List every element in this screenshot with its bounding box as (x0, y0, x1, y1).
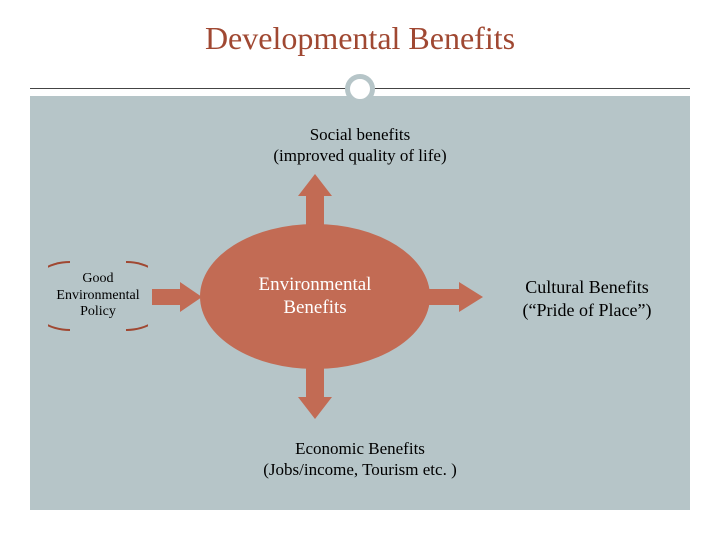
arrow-down-icon (298, 364, 332, 419)
left-line3: Policy (80, 304, 116, 319)
slide: Developmental Benefits Social benefits (… (0, 0, 720, 540)
top-line2: (improved quality of life) (273, 146, 446, 165)
center-line1: Environmental (259, 274, 372, 295)
center-line2: Benefits (283, 297, 346, 318)
right-line1: Cultural Benefits (525, 277, 648, 297)
bottom-line2: (Jobs/income, Tourism etc. ) (263, 460, 457, 479)
top-line1: Social benefits (310, 125, 411, 144)
arrow-up-icon (298, 174, 332, 229)
bottom-line1: Economic Benefits (295, 439, 425, 458)
lens-left-icon (30, 261, 70, 331)
arrow-right-icon (428, 282, 483, 312)
diagram: Social benefits (improved quality of lif… (30, 96, 690, 510)
left-line1: Good (82, 271, 113, 286)
center-benefit-ellipse: Environmental Benefits (200, 224, 430, 369)
left-policy-node: Good Environmental Policy (38, 261, 158, 331)
slide-title: Developmental Benefits (0, 20, 720, 57)
top-benefit-label: Social benefits (improved quality of lif… (30, 124, 690, 167)
title-ring-icon (345, 74, 375, 104)
center-text: Environmental Benefits (259, 274, 372, 320)
right-benefit-label: Cultural Benefits (“Pride of Place”) (502, 276, 672, 321)
right-line2: (“Pride of Place”) (523, 300, 652, 320)
arrow-left-icon (152, 282, 202, 312)
bottom-benefit-label: Economic Benefits (Jobs/income, Tourism … (30, 438, 690, 481)
